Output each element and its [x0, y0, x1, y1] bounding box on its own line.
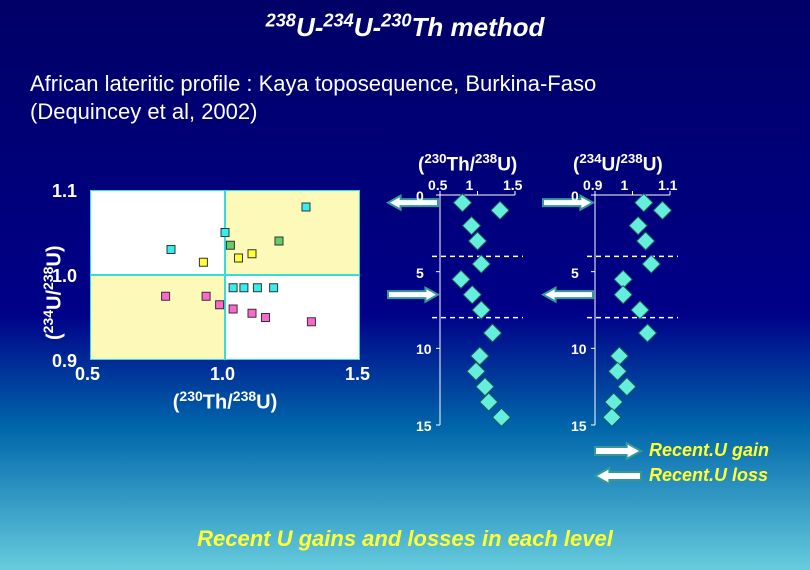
legend: Recent.U gain Recent.U loss	[595, 440, 769, 490]
profile-chart-left	[440, 195, 515, 425]
subtitle-line1: African lateritic profile : Kaya toposeq…	[30, 70, 780, 98]
sup-238: 238	[266, 10, 296, 30]
main-chart-ylabel: (234U/238U)	[40, 246, 67, 341]
legend-item: Recent.U loss	[595, 465, 769, 486]
legend-label: Recent.U gain	[649, 440, 769, 461]
main-scatter-chart	[90, 190, 360, 360]
sup-230: 230	[381, 10, 411, 30]
sup-234: 234	[323, 10, 353, 30]
arrow-left-icon	[595, 468, 641, 484]
subtitle-line2: (Dequincey et al, 2002)	[30, 98, 780, 126]
page-title: 238U-234U-230Th method	[0, 10, 810, 43]
legend-item: Recent.U gain	[595, 440, 769, 461]
profile-left-title: (230Th/238U)	[418, 151, 517, 176]
main-chart-xlabel: (230Th/238U)	[90, 388, 360, 415]
legend-label: Recent.U loss	[649, 465, 768, 486]
footer-text: Recent U gains and losses in each level	[0, 526, 810, 552]
subtitle: African lateritic profile : Kaya toposeq…	[30, 70, 780, 125]
profile-right-title: (234U/238U)	[573, 151, 663, 176]
profile-chart-right	[595, 195, 670, 425]
arrow-right-icon	[595, 443, 641, 459]
